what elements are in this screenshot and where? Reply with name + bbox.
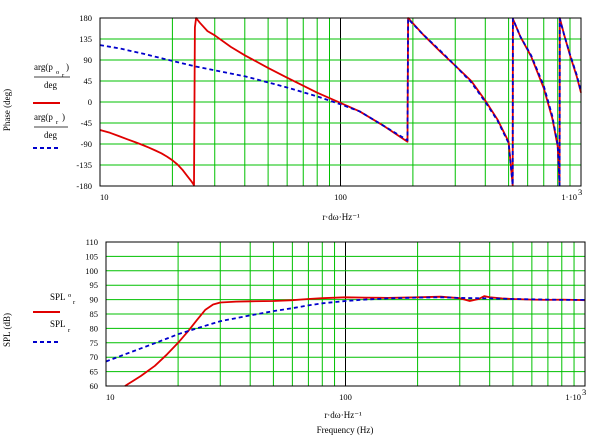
legend-entry-spl-r: SPL r — [33, 319, 71, 343]
x-tick-label: 1·10 — [565, 392, 581, 402]
spl-y-axis-label: SPL (dB) — [2, 313, 12, 347]
legend-entry-arg-por: arg(p o r ) deg — [33, 62, 70, 104]
y-tick-label: -45 — [81, 118, 92, 128]
spl-series — [105, 295, 586, 387]
spl-x-tick-labels: 10 100 1·10 3 — [106, 387, 586, 402]
x-tick-label-superscript: 3 — [582, 387, 586, 397]
spl-grid — [106, 242, 585, 386]
spl-chart: 60 65 70 75 80 85 90 95 100 105 110 10 100 1·10 3 SPL… — [2, 237, 586, 435]
svg-text:r: r — [68, 327, 71, 334]
y-tick-label: 90 — [84, 55, 93, 65]
y-tick-label: -180 — [76, 181, 92, 191]
y-tick-label: 60 — [90, 381, 99, 391]
x-tick-label: 100 — [339, 392, 352, 402]
svg-text:): ) — [66, 62, 69, 72]
phase-plot-frame — [99, 17, 582, 187]
spl-plot-frame — [105, 241, 586, 387]
y-tick-label: 85 — [90, 309, 99, 319]
svg-text:deg: deg — [44, 130, 57, 140]
y-tick-label: -135 — [76, 160, 92, 170]
x-tick-label: 1·10 — [561, 192, 577, 202]
svg-text:SPL: SPL — [50, 319, 66, 329]
phase-x-axis-label: r·dω·Hz⁻¹ — [322, 212, 360, 222]
phase-chart: -180 -135 -90 -45 0 45 90 135 180 10 100 1·10 3 Pha… — [2, 13, 582, 222]
x-tick-label: 10 — [100, 192, 109, 202]
svg-text:o: o — [68, 292, 71, 299]
svg-text:SPL: SPL — [50, 292, 66, 302]
series-blue-dashed — [99, 18, 582, 186]
y-tick-label: 95 — [90, 280, 99, 290]
svg-text:r: r — [73, 299, 76, 306]
svg-text:arg(p: arg(p — [34, 62, 53, 72]
svg-text:o: o — [56, 69, 59, 76]
x-tick-label: 10 — [106, 392, 115, 402]
spl-x-axis-label: r·dω·Hz⁻¹ — [324, 410, 362, 420]
y-tick-label: 70 — [90, 352, 99, 362]
y-tick-label: 75 — [90, 338, 99, 348]
phase-legend: arg(p o r ) deg arg(p r ) deg — [33, 62, 70, 149]
y-tick-label: 80 — [90, 323, 99, 333]
spl-legend: SPL o r SPL r — [33, 292, 76, 343]
series-red-solid — [99, 17, 582, 187]
phase-y-tick-labels: -180 -135 -90 -45 0 45 90 135 180 — [76, 13, 92, 191]
y-tick-label: 180 — [79, 13, 92, 23]
y-tick-label: 0 — [88, 97, 92, 107]
spl-y-tick-labels: 60 65 70 75 80 85 90 95 100 105 110 — [85, 237, 98, 391]
y-tick-label: 110 — [86, 237, 98, 247]
svg-text:r: r — [62, 72, 65, 79]
y-tick-label: 45 — [84, 76, 93, 86]
y-tick-label: 105 — [85, 251, 98, 261]
phase-series — [99, 17, 582, 187]
y-tick-label: -90 — [81, 139, 92, 149]
phase-y-axis-label: Phase (deg) — [2, 89, 12, 131]
y-tick-label: 100 — [85, 266, 98, 276]
svg-text:arg(p: arg(p — [34, 112, 53, 122]
spl-x-axis-label-frequency: Frequency (Hz) — [317, 425, 374, 435]
y-tick-label: 90 — [90, 295, 99, 305]
svg-text:r: r — [56, 119, 59, 126]
series-red-solid — [124, 295, 586, 387]
legend-entry-arg-pr: arg(p r ) deg — [33, 112, 68, 149]
legend-entry-spl-or: SPL o r — [33, 292, 76, 313]
x-tick-label: 100 — [334, 192, 347, 202]
x-tick-label-superscript: 3 — [578, 187, 582, 197]
y-tick-label: 135 — [79, 34, 92, 44]
y-tick-label: 65 — [90, 367, 99, 377]
series-blue-dashed — [105, 296, 585, 363]
svg-text:): ) — [62, 112, 65, 122]
svg-text:deg: deg — [44, 80, 57, 90]
phase-x-tick-labels: 10 100 1·10 3 — [100, 187, 582, 202]
